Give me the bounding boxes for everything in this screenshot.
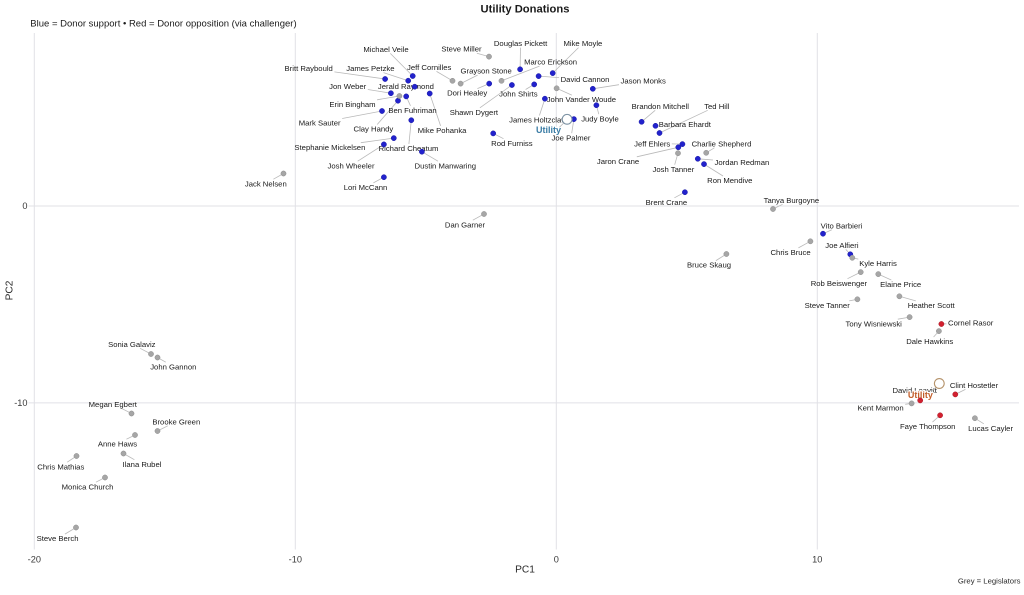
svg-text:-20: -20 bbox=[28, 555, 41, 565]
svg-text:Grey = Legislators: Grey = Legislators bbox=[958, 577, 1021, 586]
svg-text:Steve Miller: Steve Miller bbox=[441, 45, 482, 54]
svg-text:Lucas Cayler: Lucas Cayler bbox=[968, 424, 1013, 433]
svg-text:Elaine Price: Elaine Price bbox=[880, 280, 921, 289]
svg-text:Douglas Pickett: Douglas Pickett bbox=[494, 39, 548, 48]
svg-text:Charlie Shepherd: Charlie Shepherd bbox=[692, 139, 752, 148]
svg-text:-10: -10 bbox=[289, 555, 302, 565]
svg-text:Bruce Skaug: Bruce Skaug bbox=[687, 261, 731, 270]
svg-text:Jaron Crane: Jaron Crane bbox=[597, 157, 639, 166]
svg-text:Ben Fuhriman: Ben Fuhriman bbox=[388, 106, 436, 115]
svg-text:David Cannon: David Cannon bbox=[561, 75, 610, 84]
svg-text:John Shirts: John Shirts bbox=[499, 90, 538, 99]
svg-text:John Vander Woude: John Vander Woude bbox=[547, 95, 616, 104]
svg-text:PC2: PC2 bbox=[5, 280, 16, 300]
svg-text:Josh Tanner: Josh Tanner bbox=[653, 165, 695, 174]
svg-text:Dan Garner: Dan Garner bbox=[445, 220, 486, 229]
svg-text:Utility Donations: Utility Donations bbox=[481, 4, 570, 16]
svg-text:Brooke Green: Brooke Green bbox=[152, 417, 200, 426]
svg-text:Monica Church: Monica Church bbox=[62, 482, 114, 491]
svg-text:Utility: Utility bbox=[536, 125, 561, 135]
svg-text:Ron Mendive: Ron Mendive bbox=[707, 176, 752, 185]
svg-text:Clay Handy: Clay Handy bbox=[354, 125, 394, 134]
svg-text:Lori McCann: Lori McCann bbox=[344, 183, 388, 192]
svg-text:Mike Pohanka: Mike Pohanka bbox=[418, 126, 467, 135]
svg-text:Vito Barbieri: Vito Barbieri bbox=[821, 221, 863, 230]
svg-text:Rob Beiswenger: Rob Beiswenger bbox=[811, 279, 868, 288]
svg-text:Marco Erickson: Marco Erickson bbox=[524, 58, 577, 67]
svg-text:Ted Hill: Ted Hill bbox=[704, 102, 729, 111]
svg-text:Brent Crane: Brent Crane bbox=[646, 198, 687, 207]
svg-text:Erin Bingham: Erin Bingham bbox=[329, 100, 375, 109]
svg-text:Josh Wheeler: Josh Wheeler bbox=[328, 161, 375, 170]
svg-text:James Holtzclaw: James Holtzclaw bbox=[509, 116, 567, 125]
svg-text:0: 0 bbox=[554, 555, 559, 565]
svg-text:Tanya Burgoyne: Tanya Burgoyne bbox=[764, 196, 820, 205]
svg-text:Anne Haws: Anne Haws bbox=[98, 439, 137, 448]
svg-text:Ilana Rubel: Ilana Rubel bbox=[123, 460, 162, 469]
svg-text:Jordan Redman: Jordan Redman bbox=[715, 158, 770, 167]
svg-text:Rod Furniss: Rod Furniss bbox=[491, 139, 533, 148]
svg-text:Jason Monks: Jason Monks bbox=[621, 77, 666, 86]
svg-text:Heather Scott: Heather Scott bbox=[908, 301, 956, 310]
svg-text:Steve Tanner: Steve Tanner bbox=[805, 301, 851, 310]
svg-text:Mark Sauter: Mark Sauter bbox=[299, 119, 341, 128]
svg-text:Shawn Dygert: Shawn Dygert bbox=[450, 108, 499, 117]
svg-text:Jon Weber: Jon Weber bbox=[329, 82, 366, 91]
svg-text:Clint Hostetler: Clint Hostetler bbox=[950, 381, 999, 390]
svg-text:PC1: PC1 bbox=[515, 565, 535, 576]
svg-text:Chris Bruce: Chris Bruce bbox=[771, 248, 811, 257]
svg-text:Grayson Stone: Grayson Stone bbox=[461, 67, 512, 76]
svg-text:Sonia Galaviz: Sonia Galaviz bbox=[108, 340, 156, 349]
svg-text:Jeff Cornilles: Jeff Cornilles bbox=[407, 63, 451, 72]
svg-text:Blue = Donor support • Red = D: Blue = Donor support • Red = Donor oppos… bbox=[30, 19, 296, 30]
svg-text:Brandon Mitchell: Brandon Mitchell bbox=[632, 102, 690, 111]
svg-text:Cornel Rasor: Cornel Rasor bbox=[948, 319, 994, 328]
svg-text:Barbara Ehardt: Barbara Ehardt bbox=[659, 120, 712, 129]
svg-text:Dustin Manwaring: Dustin Manwaring bbox=[415, 161, 477, 170]
svg-text:Megan Egbert: Megan Egbert bbox=[89, 400, 138, 409]
svg-text:Faye Thompson: Faye Thompson bbox=[900, 422, 955, 431]
svg-text:Jeff Ehlers: Jeff Ehlers bbox=[634, 139, 670, 148]
svg-text:Jerald Raymond: Jerald Raymond bbox=[378, 82, 434, 91]
svg-text:Jack Nelsen: Jack Nelsen bbox=[245, 179, 287, 188]
svg-text:Kyle Harris: Kyle Harris bbox=[859, 259, 897, 268]
svg-text:Steve Berch: Steve Berch bbox=[37, 534, 79, 543]
svg-text:Chris Mathias: Chris Mathias bbox=[37, 462, 84, 471]
svg-text:Dale Hawkins: Dale Hawkins bbox=[906, 337, 953, 346]
svg-text:Dori Healey: Dori Healey bbox=[447, 89, 487, 98]
svg-text:Stephanie Mickelsen: Stephanie Mickelsen bbox=[294, 143, 365, 152]
svg-text:John Gannon: John Gannon bbox=[150, 362, 196, 371]
svg-text:Tony Wisniewski: Tony Wisniewski bbox=[846, 319, 903, 328]
svg-text:-10: -10 bbox=[14, 398, 27, 408]
svg-text:Mike Moyle: Mike Moyle bbox=[563, 39, 602, 48]
svg-text:10: 10 bbox=[812, 555, 822, 565]
svg-text:Joe Alfieri: Joe Alfieri bbox=[825, 241, 859, 250]
svg-text:Britt Raybould: Britt Raybould bbox=[285, 64, 333, 73]
svg-text:James Petzke: James Petzke bbox=[346, 64, 394, 73]
svg-text:Michael Veile: Michael Veile bbox=[363, 45, 408, 54]
svg-text:0: 0 bbox=[22, 201, 27, 211]
svg-text:Richard Cheatum: Richard Cheatum bbox=[379, 144, 439, 153]
svg-text:Judy Boyle: Judy Boyle bbox=[581, 114, 619, 123]
svg-text:Kent Marmon: Kent Marmon bbox=[858, 404, 904, 413]
